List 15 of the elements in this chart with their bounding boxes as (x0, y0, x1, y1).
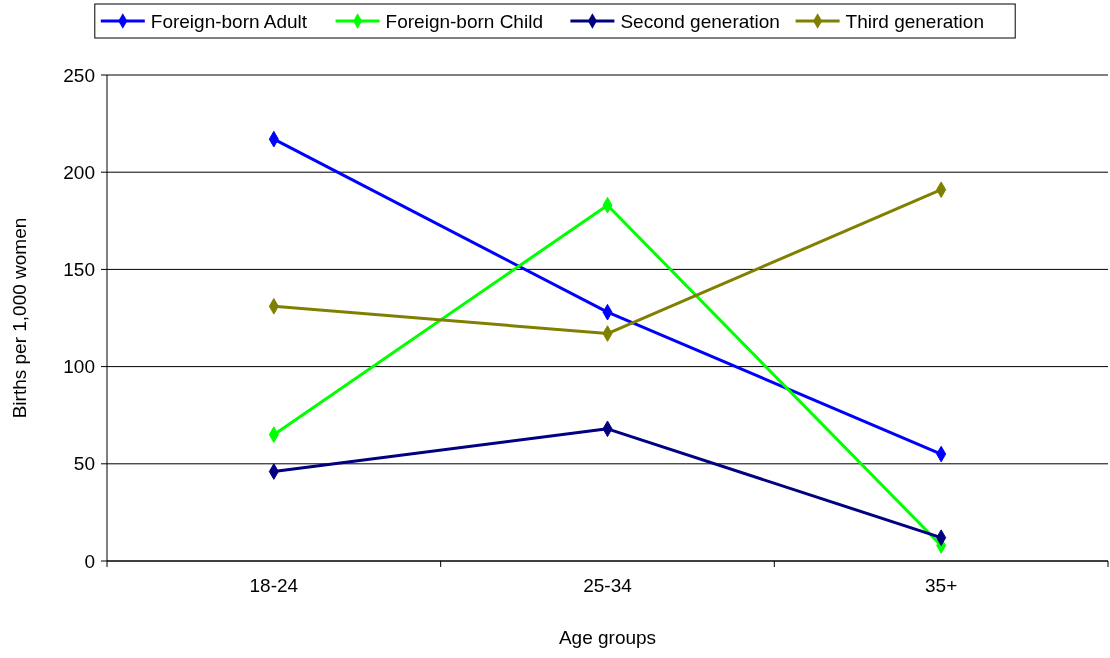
x-tick-label: 18-24 (249, 575, 299, 596)
x-tick-label: 35+ (925, 575, 958, 596)
x-axis-title: Age groups (558, 627, 657, 648)
y-tick-label: 100 (63, 356, 95, 378)
x-tick-label: 25-34 (583, 575, 633, 596)
y-tick-label: 200 (63, 161, 95, 183)
y-axis-title: Births per 1,000 women (9, 217, 30, 419)
legend-label: Second generation (620, 10, 780, 32)
y-tick-label: 50 (73, 453, 95, 475)
y-tick-label: 150 (63, 259, 95, 281)
legend-label: Foreign-born Adult (150, 10, 308, 32)
y-tick-label: 0 (84, 550, 95, 572)
legend-label: Third generation (845, 10, 984, 32)
legend-label: Foreign-born Child (385, 10, 543, 32)
y-tick-label: 250 (63, 64, 95, 86)
